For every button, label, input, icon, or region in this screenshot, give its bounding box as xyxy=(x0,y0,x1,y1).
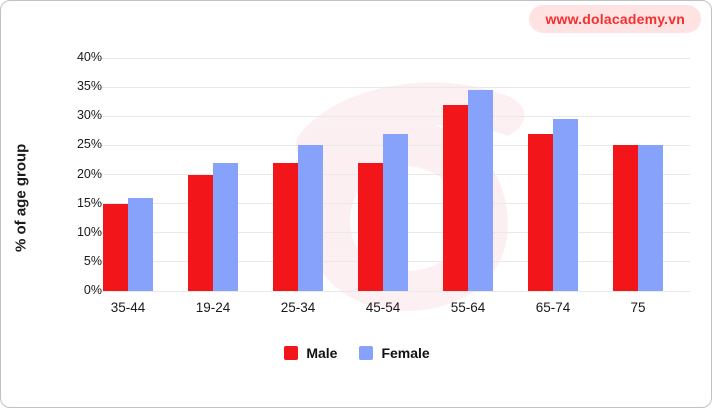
bar-male-25-34 xyxy=(273,162,298,291)
website-badge: www.dolacademy.vn xyxy=(529,5,701,33)
y-tick-label-15%: 15% xyxy=(76,195,102,210)
x-axis-label-75: 75 xyxy=(630,300,646,315)
y-tick-label-25%: 25% xyxy=(76,137,102,152)
legend-item-male: Male xyxy=(284,345,337,361)
bar-female-55-64 xyxy=(468,90,493,291)
x-axis-label-65-74: 65-74 xyxy=(535,300,571,315)
bar-male-55-64 xyxy=(443,104,468,291)
legend-swatch-female xyxy=(359,346,374,360)
legend-label-female: Female xyxy=(381,345,430,361)
gridline-35% xyxy=(88,86,690,88)
x-axis-label-55-64: 55-64 xyxy=(450,300,486,315)
y-tick-label-35%: 35% xyxy=(76,79,102,94)
bar-female-75 xyxy=(638,145,663,291)
bar-female-65-74 xyxy=(553,119,578,291)
y-tick-label-10%: 10% xyxy=(76,224,102,239)
bar-female-25-34 xyxy=(298,145,323,291)
x-axis-label-19-24: 19-24 xyxy=(195,300,231,315)
y-tick-label-20%: 20% xyxy=(76,166,102,181)
bar-group-65-74 xyxy=(528,58,578,291)
bar-female-35-44 xyxy=(128,197,153,291)
bar-male-19-24 xyxy=(188,174,213,291)
gridline-0% xyxy=(88,290,690,292)
legend-item-female: Female xyxy=(359,345,430,361)
gridline-40% xyxy=(88,57,690,59)
y-tick-label-0%: 0% xyxy=(83,283,102,297)
bar-female-19-24 xyxy=(213,162,238,291)
bar-male-45-54 xyxy=(358,162,383,291)
bar-group-25-34 xyxy=(273,58,323,291)
legend: Male Female xyxy=(1,345,711,361)
y-axis-title-text: % of age group xyxy=(12,143,30,252)
bar-female-45-54 xyxy=(383,133,408,291)
plot-area xyxy=(88,57,690,311)
bar-male-65-74 xyxy=(528,133,553,291)
bar-group-55-64 xyxy=(443,58,493,291)
x-axis-label-45-54: 45-54 xyxy=(365,300,401,315)
legend-label-male: Male xyxy=(306,345,338,361)
legend-swatch-male xyxy=(284,346,299,360)
x-axis-label-25-34: 25-34 xyxy=(280,300,316,315)
bar-group-19-24 xyxy=(188,58,238,291)
y-tick-label-5%: 5% xyxy=(83,253,102,268)
gridline-30% xyxy=(88,115,690,117)
y-tick-label-30%: 30% xyxy=(76,108,102,123)
y-tick-label-40%: 40% xyxy=(76,50,102,64)
bar-male-35-44 xyxy=(103,203,128,291)
bar-group-45-54 xyxy=(358,58,408,291)
bar-male-75 xyxy=(613,145,638,291)
bar-group-75 xyxy=(613,58,663,291)
x-axis-label-35-44: 35-44 xyxy=(110,300,146,315)
bar-group-35-44 xyxy=(103,58,153,291)
x-axis-labels: 35-44 19-24 25-34 45-54 55-64 65-74 75 xyxy=(88,300,690,320)
